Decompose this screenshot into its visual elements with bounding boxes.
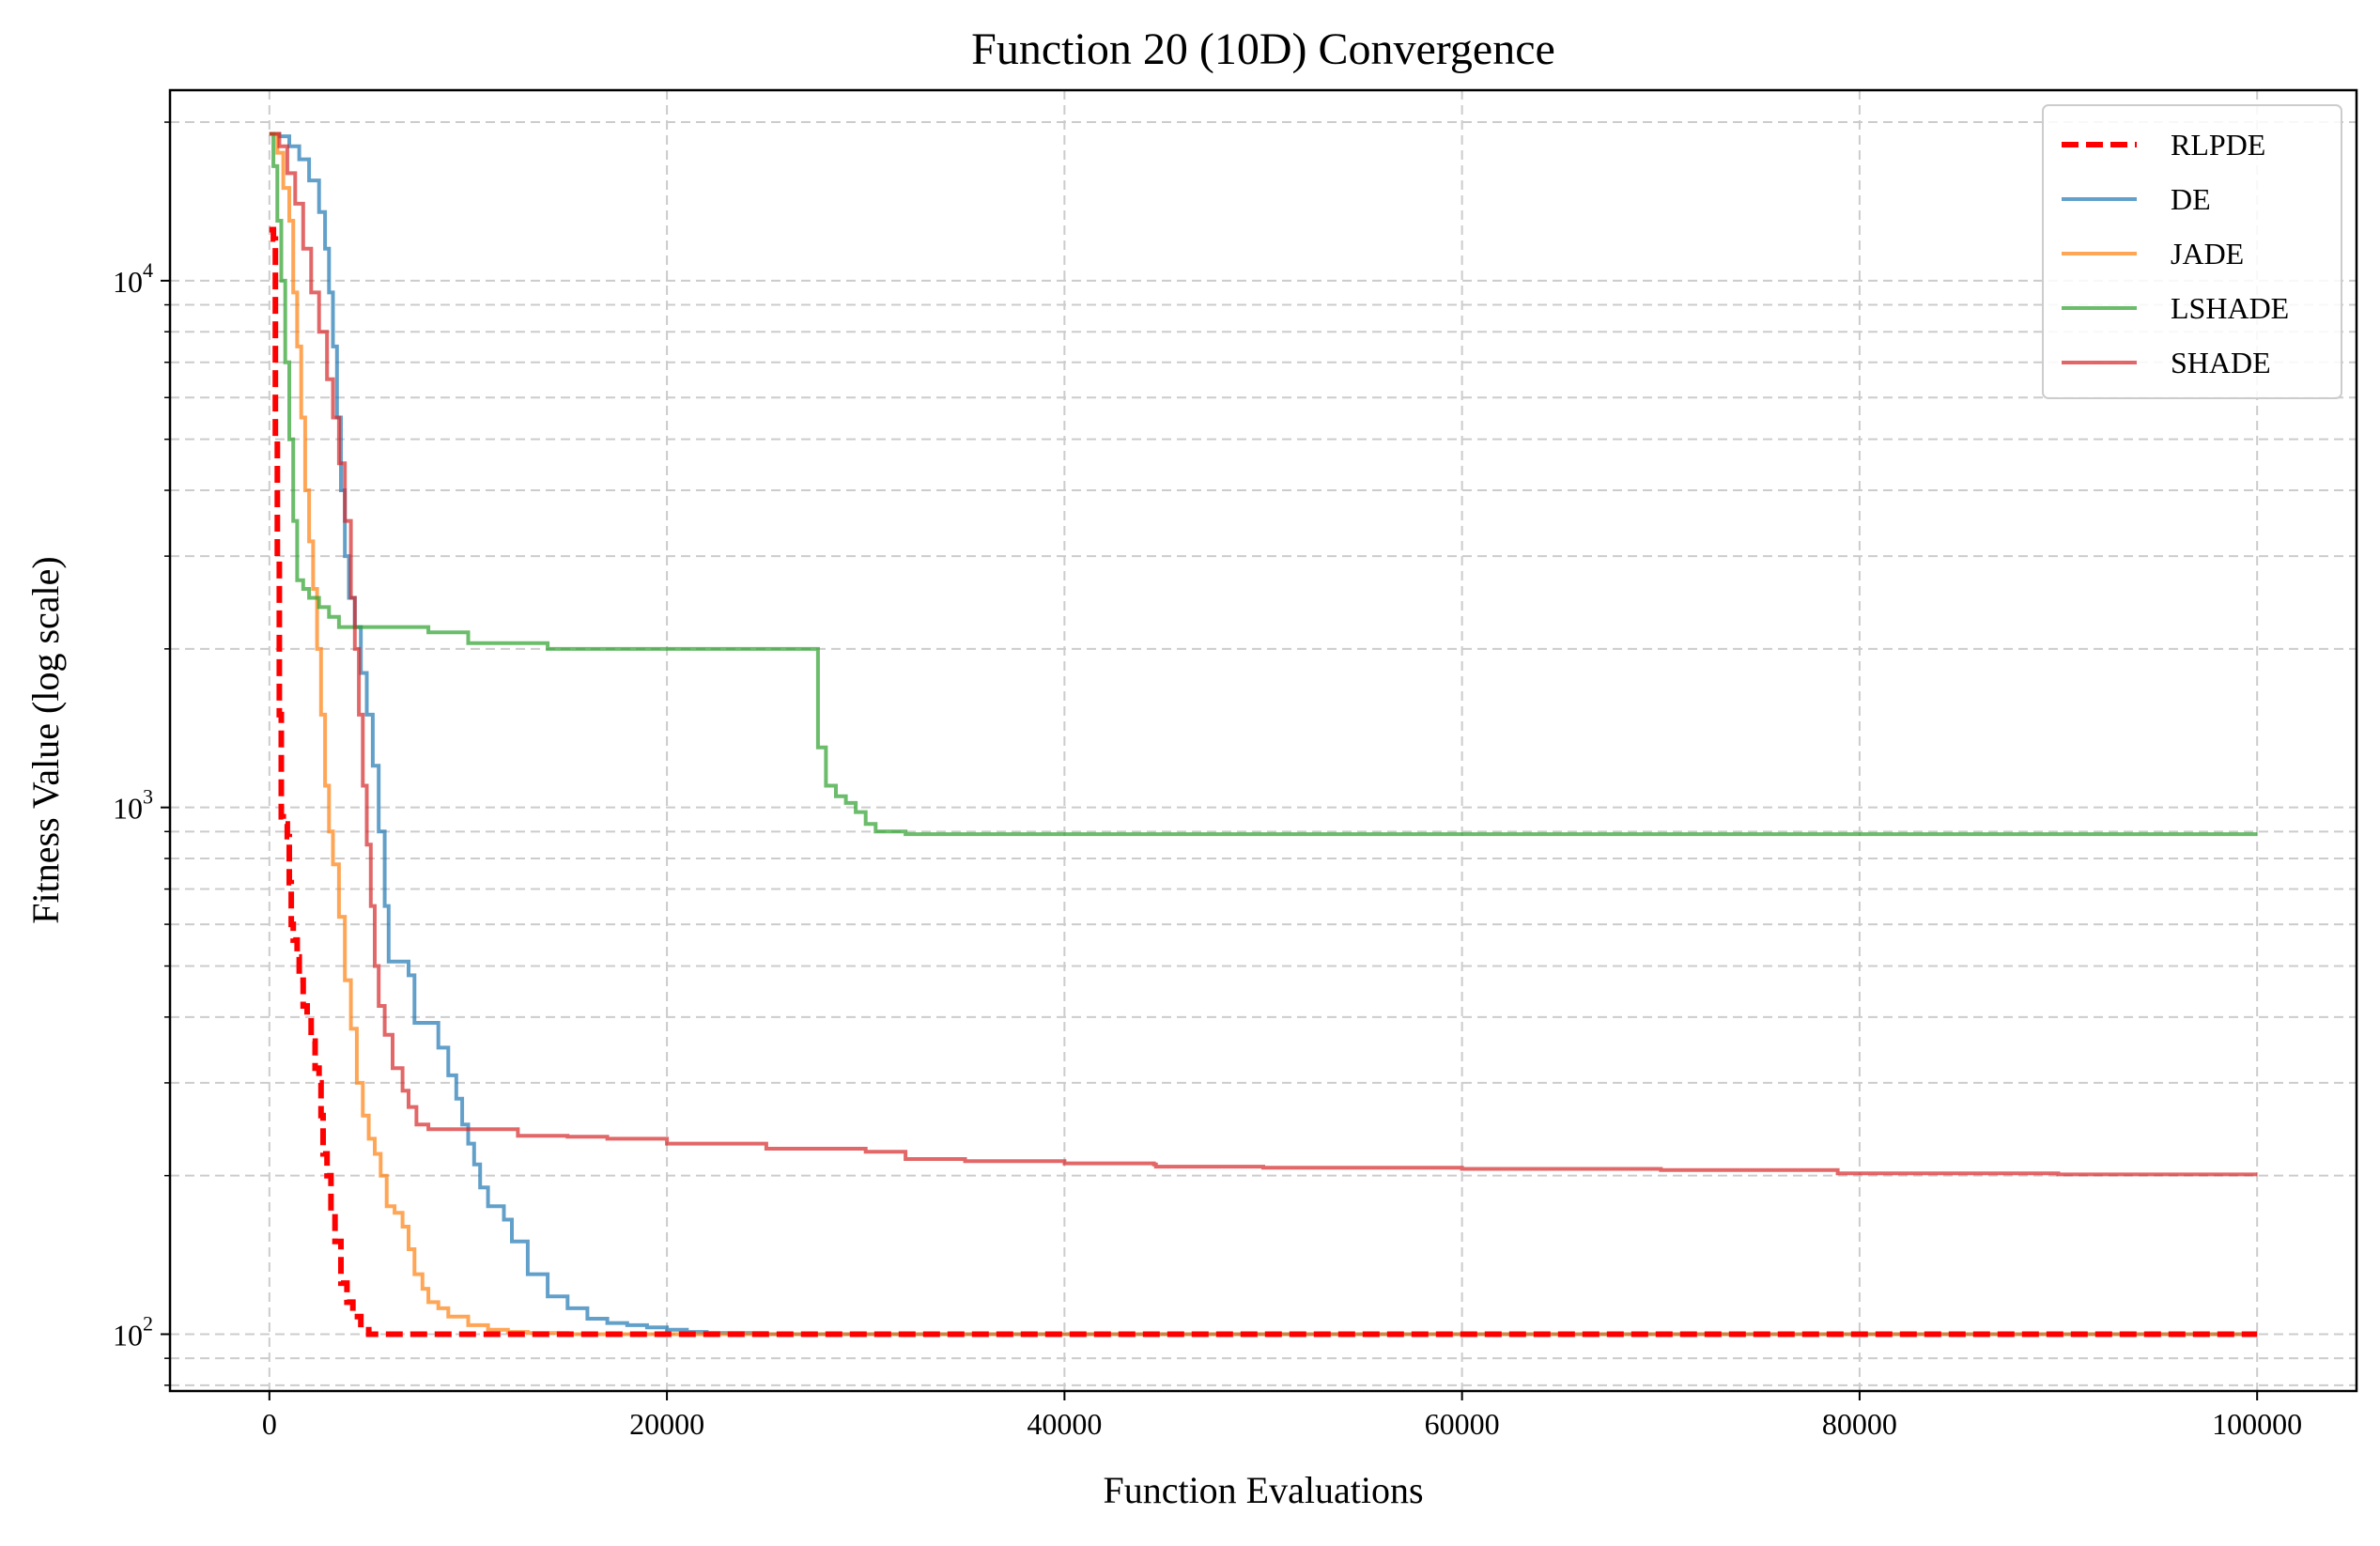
legend-label-shade: SHADE bbox=[2171, 346, 2271, 379]
series-lines bbox=[269, 131, 2258, 1337]
series-line-rlpde bbox=[269, 226, 2258, 1337]
chart-title: Function 20 (10D) Convergence bbox=[971, 24, 1555, 74]
y-tick-label: 104 bbox=[113, 258, 153, 299]
x-tick-label: 40000 bbox=[1027, 1407, 1102, 1441]
legend: RLPDE DE JADE LSHADE SHADE bbox=[2042, 104, 2342, 399]
legend-label-jade: JADE bbox=[2171, 237, 2244, 271]
x-tick-label: 20000 bbox=[629, 1407, 704, 1441]
series-line-jade bbox=[269, 131, 2258, 1337]
series-line-de bbox=[269, 131, 2258, 1337]
y-axis-label: Fitness Value (log scale) bbox=[24, 556, 67, 923]
x-axis-label: Function Evaluations bbox=[1103, 1469, 1423, 1511]
legend-label-rlpde: RLPDE bbox=[2171, 128, 2265, 162]
y-tick-label: 103 bbox=[113, 785, 153, 826]
legend-label-de: DE bbox=[2171, 182, 2211, 216]
x-tick-label: 100000 bbox=[2212, 1407, 2302, 1441]
series-line-lshade bbox=[269, 131, 2258, 837]
axis-ticks: 0 20000 40000 60000 80000 100000 102 103 104 bbox=[113, 121, 2302, 1441]
x-tick-label: 80000 bbox=[1822, 1407, 1897, 1441]
series-line-shade bbox=[269, 131, 2258, 1177]
legend-box bbox=[2042, 104, 2342, 399]
plot-frame bbox=[168, 88, 2358, 1393]
x-tick-label: 60000 bbox=[1425, 1407, 1500, 1441]
legend-label-lshade: LSHADE bbox=[2171, 291, 2289, 325]
y-tick-label: 102 bbox=[113, 1311, 153, 1352]
x-tick-label: 0 bbox=[262, 1407, 277, 1441]
